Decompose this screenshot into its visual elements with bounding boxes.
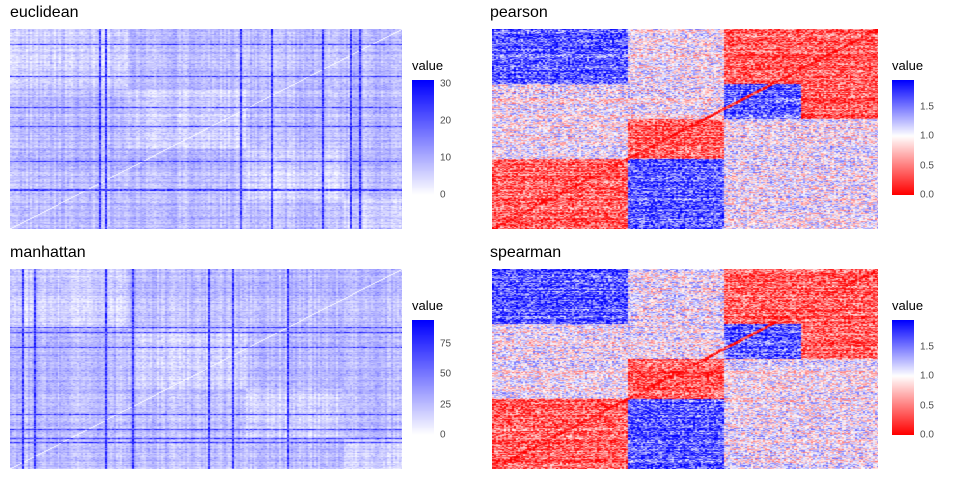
legend-tick: [434, 404, 438, 406]
legend-tick-label: 20: [440, 115, 452, 127]
legend-spearman: value 0.0 0.5 1.0 1.5: [892, 240, 960, 480]
legend-tick: [914, 346, 918, 348]
legend-tick: [914, 165, 918, 167]
legend-tick: [914, 376, 918, 378]
panel-manhattan: manhattan value 0 25 50 75: [0, 240, 480, 480]
legend-tick: [914, 405, 918, 407]
panel-title: pearson: [490, 4, 548, 21]
legend-colorbar: [892, 320, 914, 435]
legend-tick-label: 0.0: [920, 429, 934, 441]
legend-tick-label: 0: [440, 189, 446, 201]
legend-colorbar: [892, 80, 914, 195]
legend-title: value: [892, 58, 924, 73]
heatmap-euclidean: [10, 29, 402, 229]
legend-tick: [914, 435, 918, 436]
legend-tick-label: 50: [440, 368, 452, 380]
legend-title: value: [892, 298, 924, 313]
legend-tick: [914, 195, 918, 196]
legend-tick: [914, 136, 918, 138]
legend-euclidean: value 0 10 20 30: [412, 0, 480, 240]
legend-tick: [434, 195, 438, 196]
panel-euclidean: euclidean value 0 10 20 30: [0, 0, 480, 240]
legend-tick-label: 0: [440, 429, 446, 441]
legend-tick: [434, 157, 438, 159]
panel-title: manhattan: [10, 244, 86, 261]
legend-tick: [434, 374, 438, 376]
legend-tick-label: 10: [440, 152, 452, 164]
legend-tick: [434, 83, 438, 85]
legend-colorbar: [412, 80, 434, 195]
legend-title: value: [412, 298, 444, 313]
heatmap-manhattan: [10, 269, 402, 469]
legend-tick-label: 0.5: [920, 160, 934, 171]
panel-pearson: pearson value 0.0 0.5 1.0 1.5: [480, 0, 960, 240]
heatmap-spearman: [492, 269, 878, 469]
legend-tick: [434, 344, 438, 346]
legend-tick-label: 1.0: [920, 130, 934, 142]
panel-spearman: spearman value 0.0 0.5 1.0 1.5: [480, 240, 960, 480]
legend-tick-label: 1.5: [920, 341, 934, 353]
legend-pearson: value 0.0 0.5 1.0 1.5: [892, 0, 960, 240]
legend-title: value: [412, 58, 444, 73]
legend-tick-label: 30: [440, 78, 452, 90]
heatmap-pearson: [492, 29, 878, 229]
legend-manhattan: value 0 25 50 75: [412, 240, 480, 480]
legend-tick-label: 1.5: [920, 101, 934, 113]
legend-tick-label: 25: [440, 399, 452, 411]
legend-tick-label: 75: [440, 338, 452, 350]
legend-tick-label: 0.0: [920, 189, 934, 201]
legend-tick-label: 0.5: [920, 400, 934, 411]
legend-tick: [434, 120, 438, 122]
legend-colorbar: [412, 320, 434, 435]
legend-tick: [914, 106, 918, 108]
legend-tick: [434, 435, 438, 436]
panel-title: euclidean: [10, 4, 79, 21]
legend-tick-label: 1.0: [920, 370, 934, 382]
panel-title: spearman: [490, 244, 562, 261]
